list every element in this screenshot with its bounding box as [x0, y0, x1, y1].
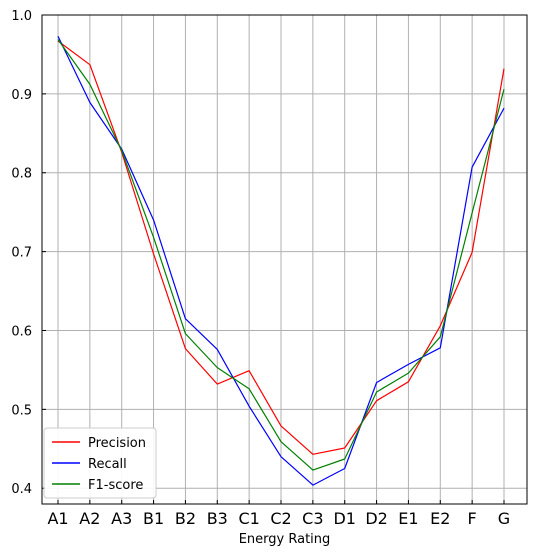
- x-tick-label: G: [498, 509, 510, 528]
- x-tick-label: B2: [175, 509, 196, 528]
- x-tick-label: C1: [238, 509, 259, 528]
- x-axis-ticks: A1 A2 A3 B1 B2 B3 C1 C2 C3 D1 D2 E1 E2 F G: [47, 500, 510, 528]
- y-tick-label: 0.7: [11, 246, 32, 261]
- x-tick-label: A2: [79, 509, 100, 528]
- x-tick-label: A3: [111, 509, 132, 528]
- x-axis-label: Energy Rating: [239, 532, 331, 547]
- series-line-recall: [57, 36, 505, 486]
- x-tick-label: C2: [270, 509, 291, 528]
- x-tick-label: B3: [207, 509, 228, 528]
- x-tick-label: A1: [47, 509, 68, 528]
- x-tick-label: E1: [398, 509, 418, 528]
- series-line-precision: [57, 40, 505, 455]
- legend: Precision Recall F1-score: [43, 427, 157, 499]
- x-tick-label: E2: [430, 509, 450, 528]
- y-tick-label: 1.0: [11, 9, 32, 24]
- y-tick-label: 0.4: [11, 482, 32, 497]
- legend-label-precision: Precision: [88, 436, 146, 451]
- y-tick-label: 0.5: [11, 403, 32, 418]
- series-lines: [57, 36, 505, 486]
- y-axis-ticks: 0.4 0.5 0.6 0.7 0.8 0.9 1.0: [11, 9, 46, 497]
- x-tick-label: C3: [302, 509, 323, 528]
- x-tick-label: D2: [365, 509, 388, 528]
- x-tick-label: F: [468, 509, 477, 528]
- legend-label-f1-score: F1-score: [88, 478, 143, 493]
- series-line-f1-score: [57, 39, 505, 471]
- y-tick-label: 0.8: [11, 167, 32, 182]
- y-tick-label: 0.9: [11, 88, 32, 103]
- y-tick-label: 0.6: [11, 324, 32, 339]
- legend-label-recall: Recall: [88, 457, 127, 472]
- plot-frame: [41, 14, 528, 505]
- x-tick-label: D1: [333, 509, 356, 528]
- x-tick-label: B1: [143, 509, 164, 528]
- legend-box: [43, 427, 157, 499]
